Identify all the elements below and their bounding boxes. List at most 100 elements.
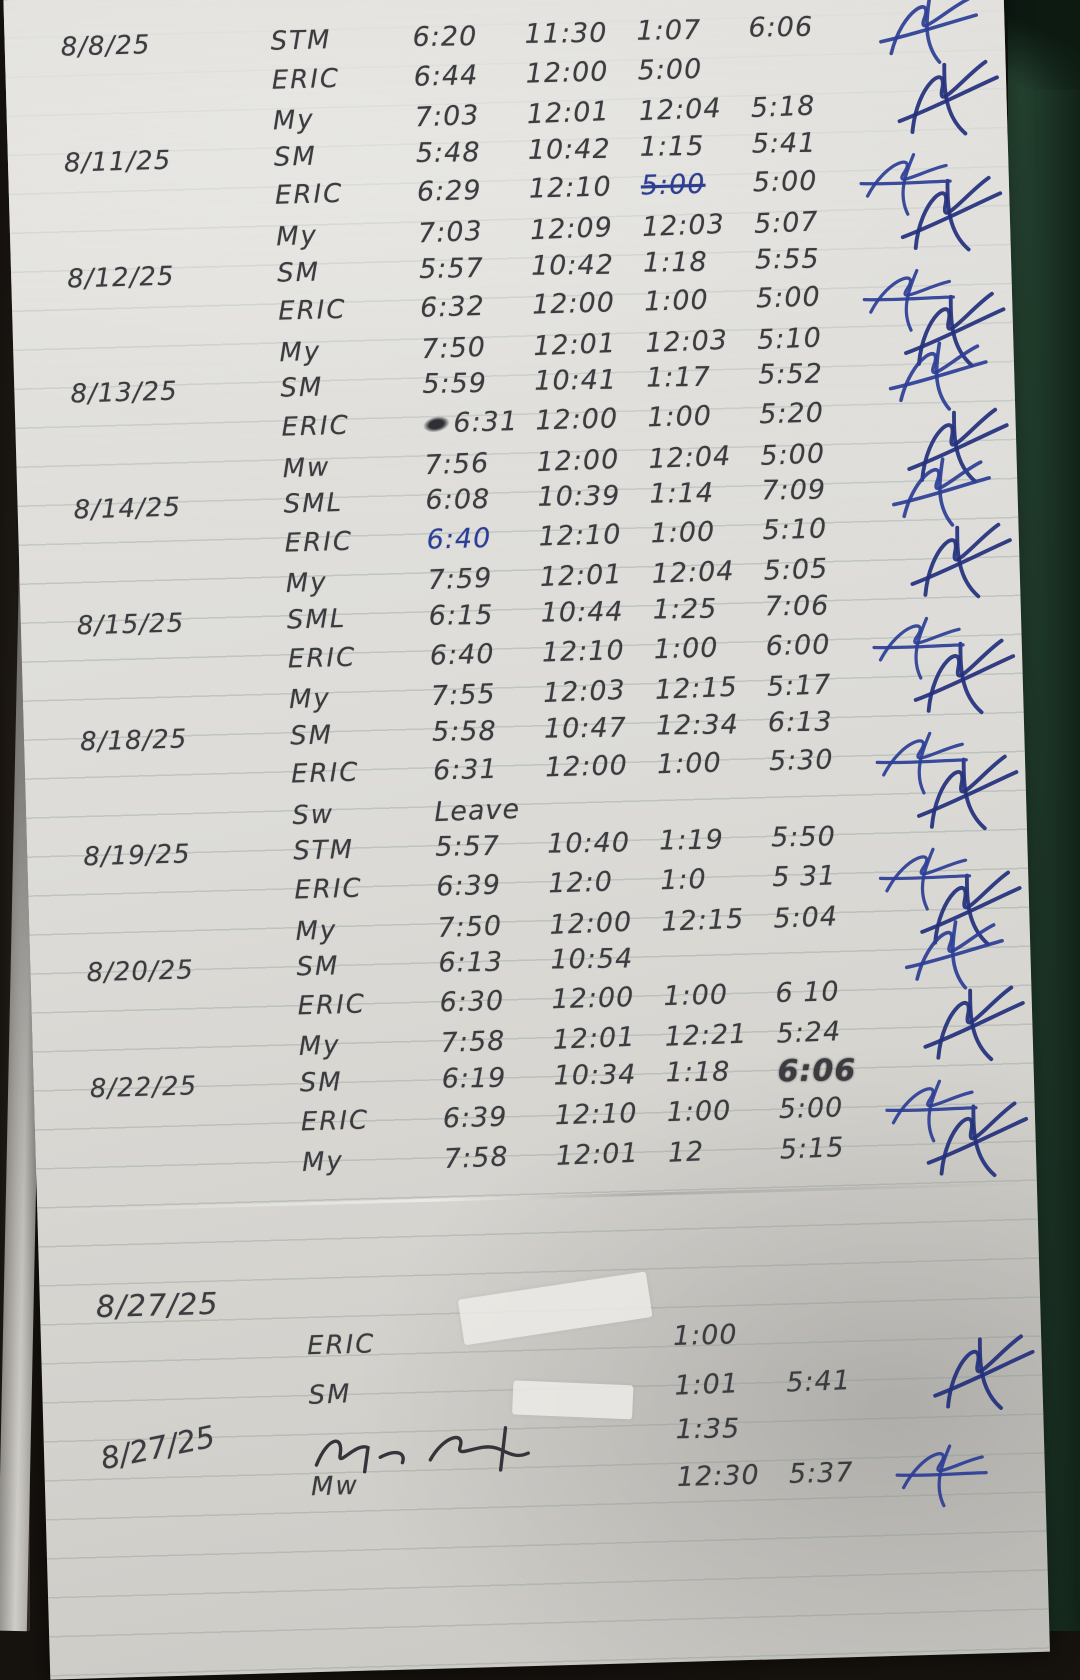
time-entry bbox=[565, 1462, 677, 1465]
signature-scribble-icon bbox=[913, 638, 1016, 715]
log-row: SM 1:01 5:41 bbox=[42, 1334, 1043, 1433]
time-entry: 5:52 bbox=[757, 358, 824, 391]
time-entry: 10:42 bbox=[527, 133, 611, 166]
worker-name: My bbox=[301, 1146, 345, 1179]
time-entry: 12:03 bbox=[641, 208, 726, 244]
signature-area bbox=[875, 523, 1019, 599]
time-entry: 12:10 bbox=[554, 1097, 638, 1131]
time-entry: 5:00 bbox=[759, 437, 826, 472]
worker-name: My bbox=[285, 567, 329, 600]
signature-area bbox=[876, 585, 1020, 589]
time-entry: 6:39 bbox=[442, 1101, 508, 1135]
signature-scribble-icon bbox=[859, 153, 952, 217]
log-rows-main: 8/8/25 STM 6:20 11:30 1:07 6:06 ERIC 6:4… bbox=[4, 0, 1036, 1191]
signature-area bbox=[883, 816, 1027, 820]
log-row: 8/22/25 SM 6:19 10:34 1:18 6:06 bbox=[33, 1048, 1034, 1115]
time-entry: 12:34 bbox=[655, 709, 739, 742]
time-entry: 12:01 bbox=[539, 559, 624, 594]
log-row: 8/14/25 SML 6:08 10:39 1:14 7:09 bbox=[17, 457, 1018, 536]
log-row: My 7:59 12:01 12:04 5:05 bbox=[19, 523, 1020, 613]
time-entry: 6:19 bbox=[441, 1062, 507, 1095]
time-entry: 7:59 bbox=[427, 563, 494, 597]
illegible-scrawl bbox=[314, 1426, 530, 1474]
log-row: My 7:03 12:09 12:03 5:07 bbox=[10, 175, 1011, 266]
time-entry: 7:06 bbox=[764, 590, 830, 623]
time-entry: 5:10 bbox=[756, 322, 823, 356]
time-entry: 10:54 bbox=[550, 943, 634, 976]
time-entry bbox=[546, 790, 658, 794]
signature-scribble-icon bbox=[904, 920, 1004, 990]
date-label: 8/27/25 bbox=[95, 1286, 220, 1326]
time-entry: 5:57 bbox=[418, 252, 484, 285]
date-label bbox=[31, 992, 275, 999]
worker-name: SM bbox=[279, 372, 324, 404]
time-entry: 5:58 bbox=[431, 715, 497, 748]
signature-scribble-icon bbox=[885, 1079, 978, 1143]
time-entry: 6:13 bbox=[438, 947, 504, 979]
time-entry: 12:01 bbox=[552, 1022, 637, 1057]
time-entry: 1:35 bbox=[675, 1413, 741, 1446]
worker-name: My bbox=[278, 336, 322, 369]
signature-area bbox=[878, 638, 1022, 715]
time-entry: 12:00 bbox=[535, 443, 620, 478]
worker-name: ERIC bbox=[274, 179, 344, 212]
time-entry: 6:06 bbox=[777, 1053, 857, 1090]
signature-area bbox=[861, 45, 1005, 49]
date-label: 8/13/25 bbox=[70, 376, 179, 410]
signature-scribble-icon bbox=[897, 60, 999, 136]
worker-name: SM bbox=[273, 141, 318, 173]
time-entry bbox=[787, 1410, 899, 1412]
worker-name: Sw bbox=[291, 799, 335, 831]
notebook-page: 8/8/25 STM 6:20 11:30 1:07 6:06 ERIC 6:4… bbox=[3, 0, 1050, 1680]
worker-name: My bbox=[288, 683, 332, 716]
log-row: ERIC 6:40 12:10 1:00 5:10 bbox=[18, 508, 1019, 575]
time-entry: 1:19 bbox=[658, 825, 725, 857]
time-entry: 5:59 bbox=[422, 368, 488, 401]
time-entry: 7:03 bbox=[414, 100, 481, 134]
signature-area bbox=[872, 407, 1016, 483]
log-row: My 7:55 12:03 12:15 5:17 bbox=[23, 638, 1024, 729]
time-entry: 6:31 bbox=[432, 754, 499, 787]
time-entry: 10:42 bbox=[530, 249, 615, 282]
date-label bbox=[15, 413, 259, 420]
time-entry: 5:48 bbox=[415, 136, 481, 169]
signature-area bbox=[889, 1048, 1033, 1052]
signature-scribble-icon bbox=[872, 616, 965, 680]
signature-scribble-icon bbox=[904, 291, 1006, 368]
time-entry: 6:30 bbox=[439, 985, 505, 1019]
time-entry: 1:00 bbox=[650, 516, 716, 550]
worker-name: SM bbox=[299, 1067, 344, 1099]
time-entry: 10:40 bbox=[547, 827, 631, 861]
time-entry: Leave bbox=[433, 793, 521, 828]
date-label bbox=[7, 105, 251, 114]
worker-name: My bbox=[298, 1030, 342, 1063]
worker-name: SML bbox=[286, 603, 347, 636]
notebook-photo: 8/8/25 STM 6:20 11:30 1:07 6:06 ERIC 6:4… bbox=[0, 0, 1080, 1631]
time-entry: 1:00 bbox=[643, 284, 710, 318]
time-entry: 1:07 bbox=[636, 14, 702, 47]
date-label bbox=[35, 1108, 279, 1115]
signature-scribble-icon bbox=[888, 341, 988, 412]
signature-area bbox=[896, 1311, 1040, 1315]
time-entry: 1:18 bbox=[665, 1056, 731, 1089]
worker-name: ERIC bbox=[271, 63, 341, 96]
time-entry: 6 10 bbox=[775, 976, 840, 1009]
date-label bbox=[36, 1147, 280, 1156]
log-row: My 7:50 12:01 12:03 5:10 bbox=[13, 291, 1014, 382]
log-row: My 7:58 12:01 12:21 5:24 bbox=[32, 985, 1033, 1076]
time-entry: 12:00 bbox=[531, 287, 616, 321]
worker-name: ERIC bbox=[297, 989, 367, 1022]
worker-name: ERIC bbox=[290, 757, 360, 790]
time-entry bbox=[749, 49, 861, 52]
time-entry: 1:00 bbox=[666, 1094, 732, 1128]
time-entry: 5:17 bbox=[766, 669, 833, 703]
time-entry: 12:30 bbox=[676, 1459, 761, 1493]
time-entry: 5:00 bbox=[752, 165, 818, 199]
time-entry: 5 31 bbox=[771, 860, 837, 894]
time-entry: 12:10 bbox=[538, 518, 622, 553]
time-entry: 12 bbox=[667, 1136, 705, 1169]
signature-area bbox=[871, 392, 1015, 396]
time-entry: 7:03 bbox=[417, 215, 484, 250]
time-entry: 7:09 bbox=[761, 474, 827, 507]
time-entry: 1:14 bbox=[649, 477, 715, 510]
